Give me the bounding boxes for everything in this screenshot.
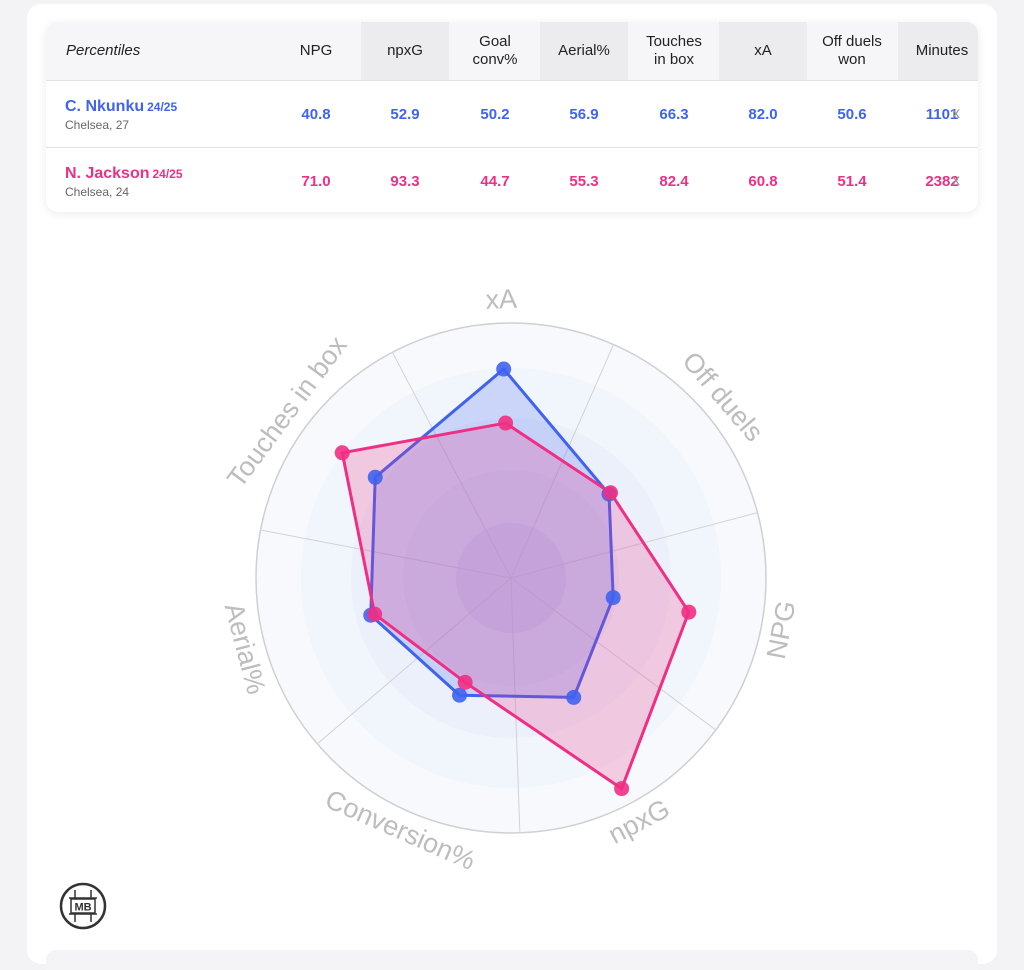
stat-value: 50.6 [837, 105, 867, 123]
table-header: Percentiles NPG npxG Goal conv% Aerial% Touch… [46, 22, 978, 81]
stat-value: 56.9 [569, 105, 599, 123]
series-area-1 [340, 421, 691, 791]
stat-value: 44.7 [480, 172, 510, 190]
radar-spoke [510, 577, 521, 833]
player-season: 24/25 [152, 167, 183, 181]
percentile-table: Percentiles NPG npxG Goal conv% Aerial% Touch… [46, 22, 978, 212]
table-title: Percentiles [66, 42, 141, 59]
data-point-1-1[interactable] [603, 485, 619, 501]
column-header-line: conv% [472, 51, 518, 68]
axis-label: xA [485, 284, 518, 315]
player-name-text: N. Jackson [65, 165, 150, 182]
stat-value: 55.3 [569, 172, 599, 190]
column-header-line: Aerial% [558, 42, 610, 59]
axis-label: NPG [761, 598, 801, 661]
data-point-1-4[interactable] [457, 674, 473, 690]
column-header[interactable]: xA [719, 22, 807, 80]
radar-spoke [391, 352, 512, 579]
data-point-1-0[interactable] [498, 415, 514, 431]
series-area-0 [369, 367, 615, 699]
player-name[interactable]: C. Nkunku 24/25 [65, 98, 177, 116]
data-point-0-2[interactable] [605, 590, 621, 606]
player-club-age: Chelsea, 27 [65, 118, 130, 132]
stat-value: 66.3 [659, 105, 689, 123]
logo-text: MB [74, 902, 91, 914]
column-header-line: Touches [646, 33, 702, 50]
radar-spoke [260, 529, 512, 579]
column-header[interactable]: Minutes [898, 22, 978, 80]
column-header-line: Goal [479, 33, 511, 50]
stat-value: 50.2 [480, 105, 510, 123]
stat-value: 51.4 [837, 172, 867, 190]
remove-player-button[interactable]: x [952, 172, 960, 189]
radar-spoke [510, 577, 717, 731]
column-header[interactable]: Goal conv% [451, 22, 539, 80]
stat-value: 2382 [925, 172, 959, 190]
data-point-0-4[interactable] [452, 687, 468, 703]
column-header-line: xA [754, 42, 772, 59]
outer-ring [255, 322, 767, 834]
stat-value: 1101 [925, 105, 959, 123]
stat-value: 82.0 [748, 105, 778, 123]
stat-value: 82.4 [659, 172, 689, 190]
data-point-0-0[interactable] [496, 361, 512, 377]
table-row: N. Jackson 24/25 Chelsea, 24 71.0 93.3 44.7 55… [46, 148, 978, 212]
column-header-line: won [838, 51, 866, 68]
footer-bar [46, 950, 978, 970]
data-point-1-3[interactable] [614, 781, 630, 797]
data-point-0-6[interactable] [367, 469, 383, 485]
column-header[interactable]: Aerial% [540, 22, 628, 80]
radar-spoke [510, 512, 758, 579]
stat-value: 71.0 [301, 172, 331, 190]
mb-logo-icon: MB [59, 882, 107, 930]
data-point-1-6[interactable] [334, 445, 350, 461]
column-header-line: NPG [299, 42, 333, 59]
column-header-line: npxG [387, 42, 423, 59]
player-name-text: C. Nkunku [65, 98, 145, 115]
column-header[interactable]: Off duels won [808, 22, 896, 80]
column-header[interactable]: npxG [361, 22, 449, 80]
player-name[interactable]: N. Jackson 24/25 [65, 165, 183, 183]
data-point-1-5[interactable] [367, 606, 383, 622]
player-season: 24/25 [147, 100, 178, 114]
player-club-age: Chelsea, 24 [65, 185, 130, 199]
stat-value: 60.8 [748, 172, 778, 190]
remove-player-button[interactable]: x [952, 105, 960, 122]
table-row: C. Nkunku 24/25 Chelsea, 27 40.8 52.9 50.2 56.… [46, 81, 978, 148]
column-header[interactable]: Touches in box [630, 22, 718, 80]
stat-value: 52.9 [390, 105, 420, 123]
data-point-1-2[interactable] [681, 604, 697, 620]
stat-value: 93.3 [390, 172, 420, 190]
stat-value: 40.8 [301, 105, 331, 123]
column-header-line: Off duels [822, 33, 882, 50]
column-header-line: Minutes [915, 42, 969, 59]
data-point-0-3[interactable] [566, 689, 582, 705]
column-header[interactable]: NPG [272, 22, 360, 80]
radar-spoke [316, 577, 512, 745]
column-header-line: in box [653, 51, 695, 68]
